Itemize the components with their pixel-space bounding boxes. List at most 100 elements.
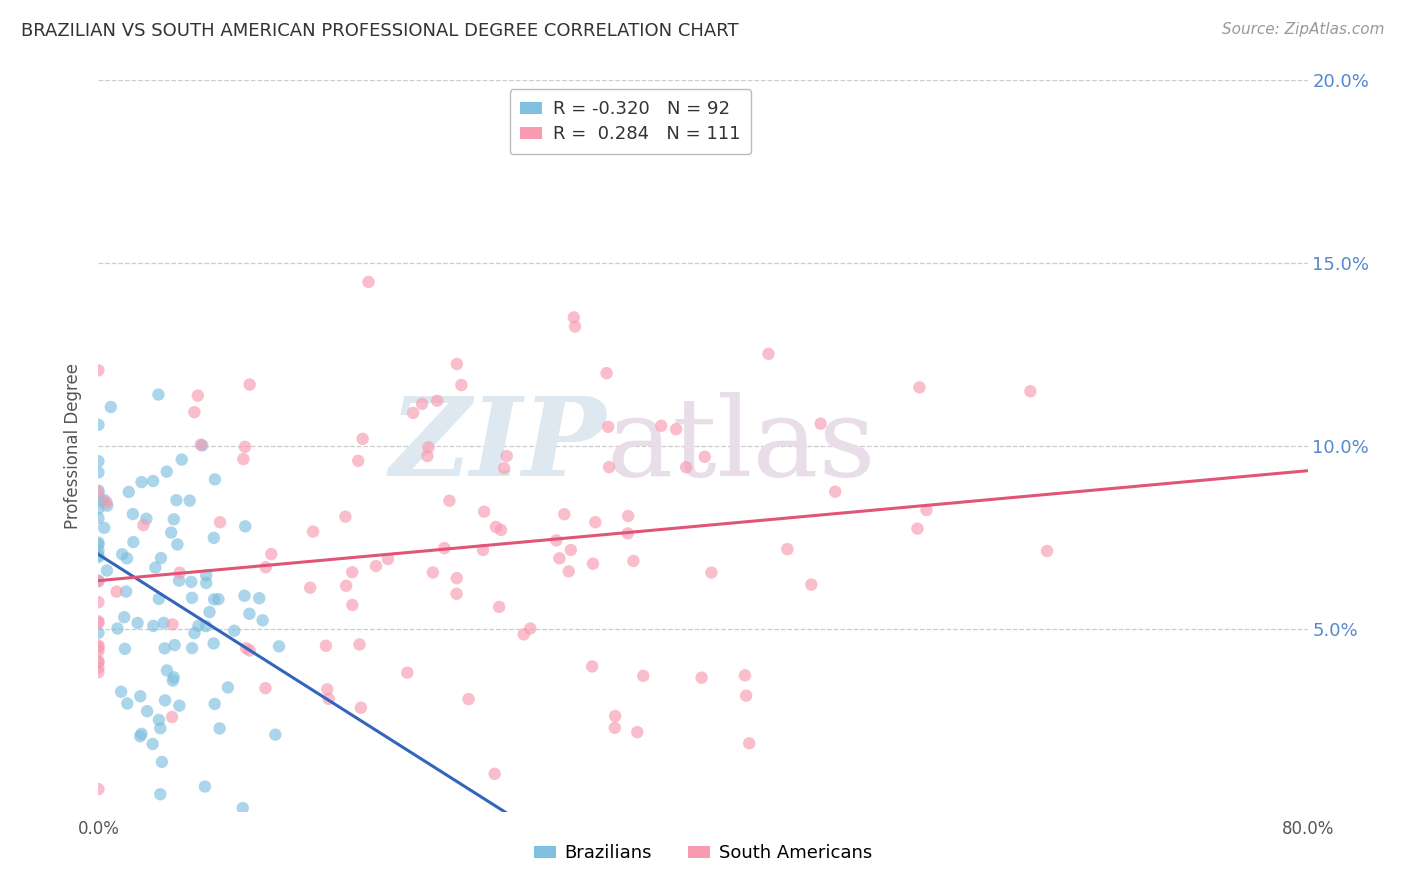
Point — [548, 551, 571, 566]
Point — [562, 310, 585, 325]
Point — [149, 551, 172, 566]
Point — [232, 452, 254, 467]
Point — [180, 574, 202, 589]
Point — [160, 710, 183, 724]
Point — [907, 522, 929, 536]
Point — [142, 474, 165, 488]
Point — [131, 475, 153, 489]
Point — [915, 503, 938, 517]
Point — [254, 681, 277, 695]
Point — [908, 380, 931, 394]
Point — [235, 641, 257, 656]
Point — [110, 685, 132, 699]
Point — [132, 518, 155, 533]
Point — [402, 406, 425, 420]
Point — [693, 450, 716, 464]
Point — [315, 639, 337, 653]
Point — [232, 801, 254, 815]
Point — [700, 566, 723, 580]
Point — [675, 460, 697, 475]
Point — [87, 501, 110, 516]
Point — [233, 589, 256, 603]
Point — [583, 515, 606, 529]
Point — [148, 713, 170, 727]
Point — [264, 728, 287, 742]
Point — [202, 636, 225, 650]
Point — [617, 526, 640, 541]
Point — [87, 644, 110, 658]
Point — [87, 574, 110, 588]
Point — [605, 709, 627, 723]
Point — [252, 613, 274, 627]
Point — [316, 682, 339, 697]
Point — [426, 393, 449, 408]
Point — [179, 493, 201, 508]
Point — [422, 566, 444, 580]
Point — [148, 591, 170, 606]
Point — [156, 664, 179, 678]
Point — [163, 638, 186, 652]
Point — [364, 559, 387, 574]
Point — [489, 523, 512, 537]
Point — [181, 641, 204, 656]
Point — [115, 551, 138, 566]
Point — [112, 610, 135, 624]
Point — [207, 592, 229, 607]
Point — [450, 378, 472, 392]
Point — [160, 525, 183, 540]
Point — [153, 693, 176, 707]
Point — [117, 697, 139, 711]
Point — [87, 614, 110, 628]
Point — [494, 461, 516, 475]
Point — [87, 654, 110, 668]
Point — [446, 357, 468, 371]
Point — [810, 417, 832, 431]
Point — [111, 547, 134, 561]
Point — [87, 538, 110, 552]
Point — [318, 692, 340, 706]
Point — [581, 659, 603, 673]
Point — [217, 681, 239, 695]
Point — [457, 692, 479, 706]
Legend: Brazilians, South Americans: Brazilians, South Americans — [527, 838, 879, 870]
Point — [239, 643, 262, 657]
Point — [170, 452, 193, 467]
Point — [598, 460, 620, 475]
Point — [93, 493, 115, 508]
Point — [633, 669, 655, 683]
Point — [267, 640, 290, 654]
Text: atlas: atlas — [606, 392, 876, 500]
Point — [254, 560, 277, 574]
Point — [156, 465, 179, 479]
Point — [87, 363, 110, 377]
Point — [118, 485, 141, 500]
Point — [349, 637, 371, 651]
Point — [87, 535, 110, 549]
Point — [194, 619, 217, 633]
Legend: R = -0.320   N = 92, R =  0.284   N = 111: R = -0.320 N = 92, R = 0.284 N = 111 — [509, 89, 751, 154]
Point — [87, 665, 110, 680]
Point — [87, 549, 110, 564]
Point — [595, 366, 617, 380]
Point — [357, 275, 380, 289]
Point — [446, 587, 468, 601]
Point — [416, 449, 439, 463]
Point — [484, 767, 506, 781]
Point — [546, 533, 568, 548]
Point — [738, 736, 761, 750]
Point — [342, 598, 364, 612]
Point — [485, 520, 508, 534]
Point — [347, 454, 370, 468]
Point — [239, 377, 262, 392]
Point — [87, 511, 110, 525]
Point — [411, 397, 433, 411]
Point — [352, 432, 374, 446]
Point — [87, 782, 110, 797]
Point — [149, 721, 172, 735]
Point — [149, 787, 172, 801]
Point — [433, 541, 456, 555]
Point — [87, 574, 110, 589]
Point — [163, 512, 186, 526]
Point — [617, 508, 640, 523]
Point — [165, 493, 187, 508]
